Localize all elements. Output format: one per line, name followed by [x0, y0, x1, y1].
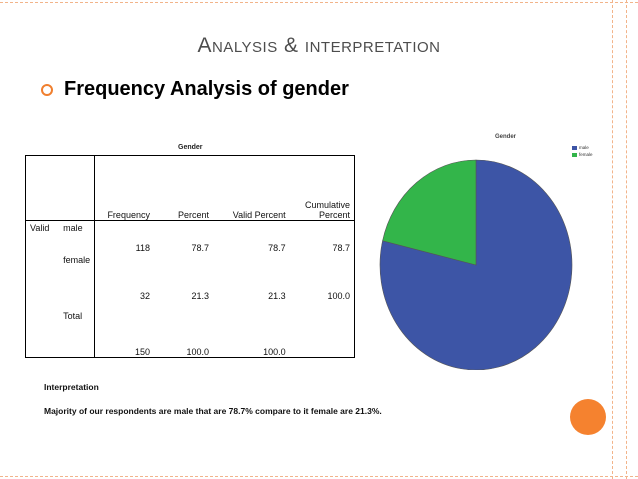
decorative-right-rule: [612, 0, 613, 479]
row-label: male: [63, 223, 83, 233]
cell-valid-percent: 78.7: [268, 243, 286, 253]
header-cumulative-percent: Cumulative Percent: [289, 155, 355, 221]
legend-label: female: [579, 152, 593, 157]
legend-swatch-female: [572, 152, 577, 157]
cell-cumulative: 100.0: [289, 253, 355, 301]
cell-valid-percent: 21.3: [268, 291, 286, 301]
pie-slice-female: [382, 159, 477, 266]
header-percent: Percent: [153, 155, 214, 221]
cell-frequency: 150: [94, 301, 154, 358]
decorative-top-rule: [0, 2, 638, 3]
pie-legend: male female: [572, 144, 593, 158]
row-label: Total: [59, 301, 95, 358]
pie-title: Gender: [495, 134, 517, 140]
table-header-blank: [24, 155, 95, 221]
table-header-row: Frequency Percent Valid Percent Cumulati…: [24, 155, 355, 221]
legend-swatch-male: [572, 145, 577, 150]
cell-cumulative: [289, 301, 355, 358]
legend-label: male: [579, 145, 589, 150]
header-cumulative-line1: Cumulative: [304, 200, 350, 210]
table-caption: Gender: [178, 144, 203, 151]
decorative-bottom-rule: [0, 476, 638, 477]
table-row: Valid male 118 78.7 78.7 78.7: [25, 220, 355, 253]
table-row: Total 150 100.0 100.0: [25, 301, 355, 358]
legend-item: male: [572, 144, 593, 151]
slide-title: Analysis & interpretation: [197, 34, 441, 57]
bullet-ring-icon: [41, 83, 53, 96]
cell-percent: 78.7: [191, 243, 210, 253]
header-frequency: Frequency: [94, 155, 154, 221]
row-label: female: [63, 255, 91, 265]
decorative-orange-circle: [570, 399, 606, 435]
interpretation-heading: Interpretation: [44, 382, 99, 392]
interpretation-text: Majority of our respondents are male tha…: [44, 406, 382, 416]
cell-frequency: 118: [94, 220, 154, 253]
gender-pie-chart: [379, 159, 573, 370]
frequency-table: Frequency Percent Valid Percent Cumulati…: [24, 155, 355, 358]
legend-item: female: [572, 151, 593, 158]
cell-cumulative: 78.7: [289, 220, 355, 253]
decorative-right-rule-outer: [626, 0, 627, 479]
cell-valid-percent: 100.0: [213, 301, 290, 358]
cell-percent: 100.0: [153, 301, 214, 358]
row-valid-label: Valid: [25, 220, 60, 253]
bullet-text: Frequency Analysis of gender: [64, 78, 349, 100]
cell-frequency: 32: [94, 253, 154, 301]
pie-slice-male: [379, 159, 573, 370]
header-cumulative-line2: Percent: [318, 210, 350, 220]
row-spacer: [25, 301, 60, 358]
table-row: female 32 21.3 21.3 100.0: [25, 253, 355, 301]
cell-percent: 21.3: [191, 291, 210, 301]
bullet-point: Frequency Analysis of gender: [40, 78, 349, 101]
row-spacer: [25, 253, 60, 301]
header-valid-percent: Valid Percent: [213, 155, 290, 221]
